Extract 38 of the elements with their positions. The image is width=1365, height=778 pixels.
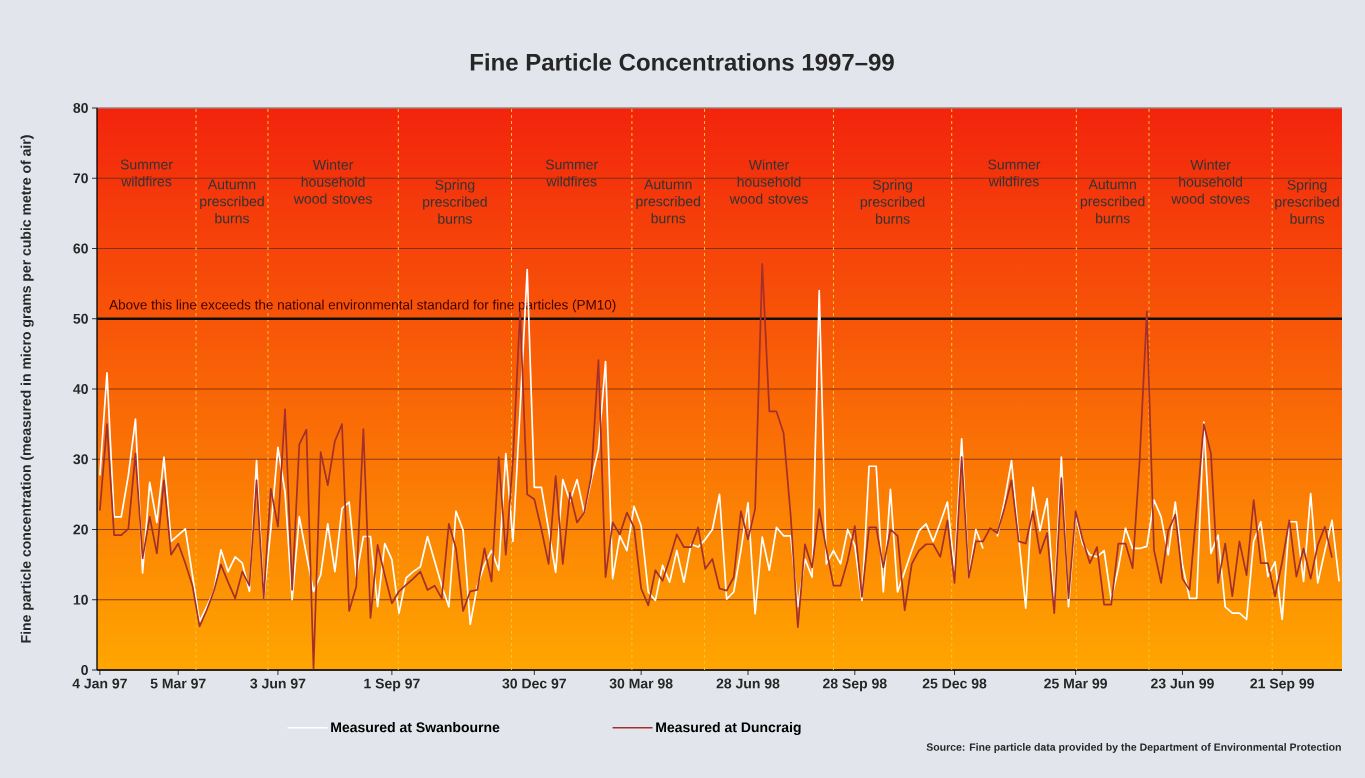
y-tick-label: 50 (73, 313, 88, 324)
x-tick-label: 25 Dec 98 (922, 678, 987, 689)
legend-label: Measured at Swanbourne (331, 721, 500, 733)
annotation: Autumn prescribed burns (636, 179, 700, 224)
x-tick-label: 30 Dec 97 (502, 678, 566, 689)
x-tick-label: 28 Sep 98 (823, 678, 887, 692)
annotation: Winter household wood stoves (293, 159, 372, 204)
annotation: Summer wildfires (120, 159, 173, 187)
annotation: Spring prescribed burns (860, 179, 925, 224)
source-note: Source: Fine particle data provided by the Department of Environmental Protection (926, 743, 1341, 753)
y-axis-title: Fine particle concentration (measured in micro grams per cubic metre of air) (20, 135, 34, 643)
x-tick-label: 5 Mar 97 (150, 678, 206, 689)
x-tick-label: 23 Jun 99 (1151, 678, 1214, 689)
x-tick-label: 4 Jan 97 (72, 678, 127, 689)
annotation: Autumn prescribed burns (200, 179, 264, 224)
annotation: Summer wildfires (545, 159, 598, 187)
y-tick-label: 20 (73, 524, 88, 535)
x-tick-label: 30 Mar 98 (609, 678, 673, 689)
annotation: Winter household wood stoves (1171, 159, 1250, 204)
y-tick-label: 0 (81, 665, 88, 675)
y-tick-label: 30 (73, 454, 88, 465)
y-tick-label: 40 (73, 384, 88, 394)
x-tick-label: 3 Jun 97 (250, 678, 306, 689)
legend-label: Measured at Duncraig (656, 721, 801, 736)
y-tick-label: 80 (73, 103, 88, 113)
annotation: Autumn prescribed burns (1080, 179, 1145, 224)
x-tick-label: 25 Mar 99 (1044, 678, 1107, 689)
annotation: Spring prescribed burns (1275, 179, 1339, 224)
annotation: Spring prescribed burns (423, 179, 487, 224)
annotation: Winter household wood stoves (729, 159, 808, 204)
x-tick-label: 1 Sep 97 (364, 678, 420, 692)
y-tick-label: 10 (73, 594, 88, 605)
chart-title: Fine Particle Concentrations 1997–99 (470, 53, 894, 71)
x-tick-label: 21 Sep 99 (1250, 678, 1314, 692)
y-tick-label: 70 (73, 173, 88, 184)
y-tick-label: 60 (73, 243, 88, 254)
annotation: Summer wildfires (988, 159, 1041, 187)
x-tick-label: 28 Jun 98 (716, 678, 780, 689)
